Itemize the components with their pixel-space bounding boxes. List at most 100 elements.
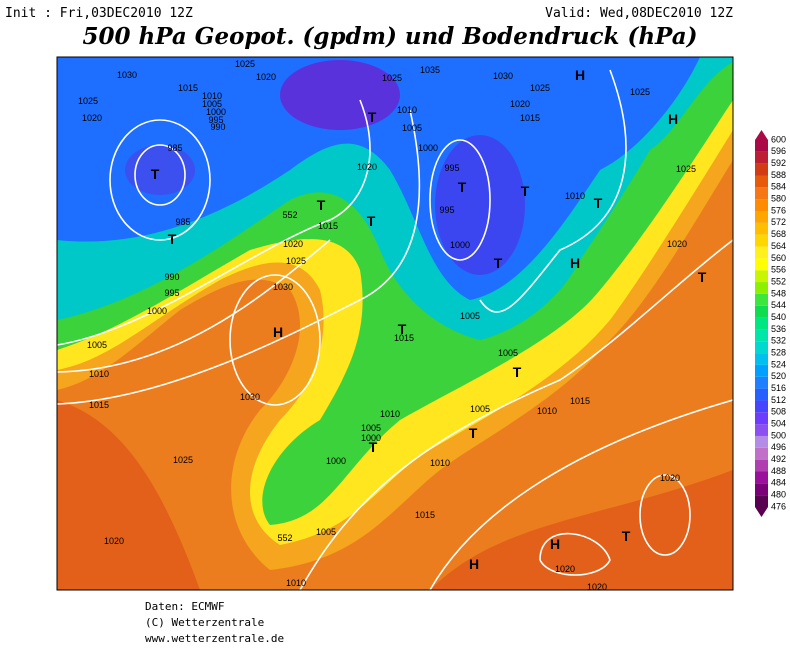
colorbar-box: [755, 329, 768, 342]
pressure-center: T: [367, 213, 376, 229]
isobar-label: 1005: [498, 348, 518, 358]
isobar-label: 1030: [493, 71, 513, 81]
isobar-label: 995: [164, 288, 179, 298]
colorbar-box: [755, 211, 768, 223]
pressure-center: H: [550, 536, 560, 552]
colorbar-label: 544: [771, 300, 786, 310]
isobar-label: 1005: [202, 99, 222, 109]
isobar: [429, 139, 491, 261]
pressure-center: H: [668, 111, 678, 127]
isobar-label: 1020: [587, 582, 607, 592]
isobar-label: 1000: [147, 306, 167, 316]
colorbar-label: 500: [771, 430, 786, 440]
isobar: [429, 399, 733, 590]
pressure-center: T: [513, 364, 522, 380]
isobar-label: 1020: [82, 113, 102, 123]
field-low: [280, 60, 400, 130]
pressure-center: T: [368, 109, 377, 125]
pressure-center: T: [458, 179, 467, 195]
colorbar-label: 580: [771, 194, 786, 204]
isobar: [57, 239, 331, 373]
colorbar-label: 556: [771, 265, 786, 275]
colorbar-box: [755, 353, 768, 365]
isobar: [134, 144, 186, 206]
colorbar-label: 480: [771, 490, 786, 500]
isobar: [57, 109, 421, 405]
isobar-label: 1020: [104, 536, 124, 546]
isobar-label: 1010: [202, 91, 222, 101]
colorbar-label: 576: [771, 205, 786, 215]
colorbar-label: 492: [771, 454, 786, 464]
isobar-label: 1025: [173, 455, 193, 465]
field-low: [435, 135, 525, 275]
url: www.wetterzentrale.de: [145, 632, 284, 645]
isobar-label: 1025: [286, 256, 306, 266]
colorbar-box: [755, 341, 768, 354]
isobar-label: 985: [175, 217, 190, 227]
isobar-label: 1030: [273, 282, 293, 292]
pressure-center: T: [494, 255, 503, 271]
pressure-center: T: [398, 321, 407, 337]
isobar-label: 1015: [520, 113, 540, 123]
map-frame: [56, 56, 734, 591]
colorbar-box: [755, 199, 768, 212]
map-title: 500 hPa Geopot. (gpdm) und Bodendruck (h…: [82, 23, 697, 50]
isobar-label: 1005: [361, 423, 381, 433]
pressure-center: H: [273, 324, 283, 340]
isobar-label: 1020: [555, 564, 575, 574]
colorbar-box: [755, 364, 768, 377]
isobar-label: 1015: [89, 400, 109, 410]
colorbar-label: 528: [771, 347, 786, 357]
colorbar-label: 536: [771, 324, 786, 334]
colorbar-label: 484: [771, 478, 786, 488]
isobar: [299, 239, 733, 590]
colorbar-box: [755, 187, 768, 200]
isobar-label: 1020: [667, 239, 687, 249]
colorbar-box: [755, 459, 768, 472]
pressure-center: T: [317, 197, 326, 213]
isobar-label: 1010: [286, 578, 306, 588]
field-dark-orange: [430, 470, 733, 590]
isobar-label: 1015: [415, 510, 435, 520]
isobar-label: 1005: [460, 311, 480, 321]
isobar-label: 1010: [565, 191, 585, 201]
isobar-label: 1015: [394, 333, 414, 343]
isobar-label: 985: [167, 143, 182, 153]
colorbar-label: 504: [771, 419, 786, 429]
isobar-label: 552: [282, 210, 297, 220]
colorbar-box: [755, 151, 768, 164]
isobar-label: 1020: [510, 99, 530, 109]
colorbar-label: 596: [771, 146, 786, 156]
isobar: [539, 532, 611, 576]
colorbar-label: 568: [771, 229, 786, 239]
colorbar-label: 476: [771, 501, 786, 511]
colorbar-label: 548: [771, 288, 786, 298]
isobar-label: 1000: [418, 143, 438, 153]
isobar-label: 995: [444, 163, 459, 173]
isobar-label: 990: [210, 122, 225, 132]
pressure-center: T: [151, 166, 160, 182]
isobar: [639, 474, 691, 556]
isobar-label: 552: [277, 533, 292, 543]
field-low: [125, 145, 195, 195]
colorbar-box: [755, 293, 768, 306]
colorbar-label: 564: [771, 241, 786, 251]
pressure-center: T: [698, 269, 707, 285]
isobar-label: 1005: [402, 123, 422, 133]
isobar-label: 1025: [676, 164, 696, 174]
pressure-center: T: [168, 231, 177, 247]
colorbar-box: [755, 471, 768, 484]
isobar-label: 1010: [397, 105, 417, 115]
colorbar-box: [755, 163, 768, 176]
colorbar-box: [755, 140, 768, 152]
pressure-center: T: [521, 183, 530, 199]
colorbar-label: 488: [771, 466, 786, 476]
colorbar-cap: [755, 130, 768, 140]
isobar-label: 1000: [450, 240, 470, 250]
isobar-label: 1000: [361, 433, 381, 443]
isobar-label: 1020: [283, 239, 303, 249]
colorbar-box: [755, 234, 768, 247]
colorbar-box: [755, 222, 768, 235]
colorbar-box: [755, 412, 768, 425]
